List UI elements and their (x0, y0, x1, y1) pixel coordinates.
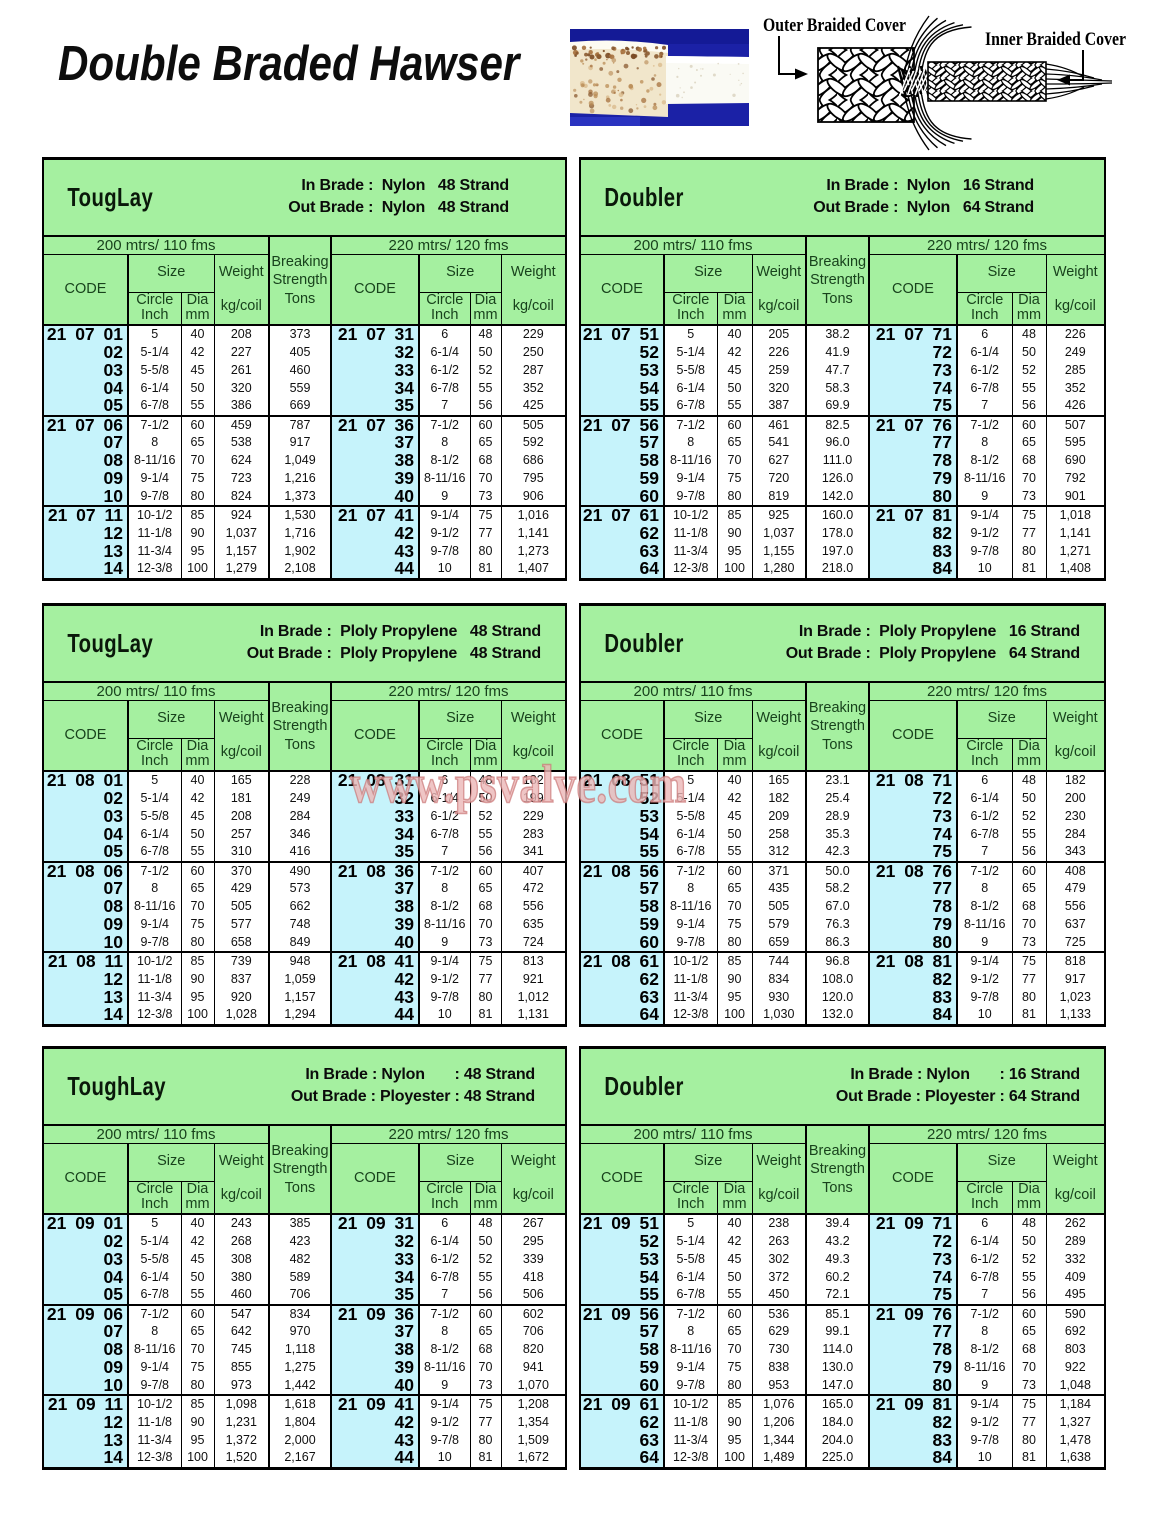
svg-text:Inner Braided Cover: Inner Braided Cover (985, 29, 1126, 50)
svg-text:Outer Braided Cover: Outer Braided Cover (763, 15, 906, 36)
